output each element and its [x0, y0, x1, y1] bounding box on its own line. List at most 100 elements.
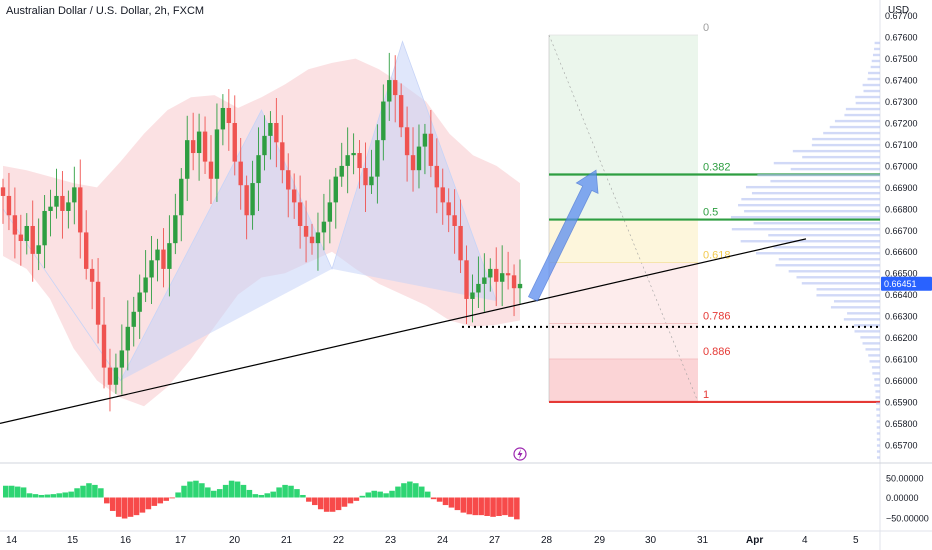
- volume-profile-bar: [753, 222, 880, 225]
- candle-body: [410, 155, 416, 171]
- oscillator-bar: [252, 494, 259, 498]
- candle-body: [416, 146, 422, 171]
- candle-body: [517, 283, 523, 289]
- candle-body: [464, 260, 469, 299]
- oscillator-bar: [347, 497, 354, 504]
- oscillator-bar: [317, 497, 324, 510]
- candle-body: [155, 249, 160, 261]
- volume-profile-bar: [770, 179, 880, 183]
- fib-zone-786: [549, 262, 698, 360]
- price-tick-label: 0.65900: [885, 397, 918, 407]
- price-tick-label: 0.66500: [885, 269, 918, 279]
- oscillator-bar: [26, 493, 33, 498]
- oscillator-bar: [157, 497, 164, 504]
- oscillator-bar: [383, 493, 389, 498]
- price-tick-label: 0.67600: [885, 33, 918, 43]
- fibonacci-retracement[interactable]: 0 0.382 0.5 0.618 0.786 0.886 1: [548, 22, 880, 404]
- candle-body: [214, 129, 220, 179]
- volume-profile-bar: [775, 264, 880, 267]
- pattern-triangle-xab: [120, 110, 332, 381]
- oscillator-bar: [264, 493, 271, 498]
- candle-body: [113, 367, 119, 385]
- oscillator-bar: [508, 497, 514, 517]
- oscillator-bar: [20, 487, 27, 498]
- oscillator-bar: [169, 497, 175, 499]
- projection-arrow[interactable]: [527, 169, 599, 302]
- candle-body: [24, 225, 29, 241]
- candle-body: [125, 326, 130, 351]
- time-axis[interactable]: 14 15 16 17 20 21 22 23 24 27 28 29 30 31 Apr 4 5: [6, 535, 859, 546]
- fib-level-label: 0.5: [703, 207, 718, 219]
- candle-body: [202, 131, 208, 162]
- time-tick-label: 23: [385, 535, 397, 546]
- price-axis[interactable]: 0.67700 0.67600 0.67500 0.67400 0.67300 0.672…: [881, 11, 932, 524]
- ascending-trendline[interactable]: [0, 238, 807, 424]
- volume-profile-bar: [768, 234, 880, 237]
- candle-body: [499, 273, 505, 282]
- volume-profile-bar: [855, 101, 880, 105]
- candle-body: [173, 215, 178, 244]
- oscillator-bar: [50, 494, 57, 498]
- candle-body: [6, 195, 12, 216]
- volume-profile-bar: [844, 113, 880, 117]
- oscillator-pane: [3, 480, 520, 520]
- volume-profile-bar: [778, 258, 880, 261]
- candle-body: [452, 215, 457, 226]
- pattern-outline: [2, 40, 497, 382]
- volume-profile-bar: [876, 402, 880, 405]
- volume-profile-bar: [875, 390, 880, 393]
- harmonic-pattern[interactable]: [2, 40, 497, 382]
- last-price-tag[interactable]: [881, 276, 932, 291]
- oscillator-bar: [44, 494, 51, 498]
- volume-profile-bar: [876, 426, 880, 429]
- oscillator-bar: [8, 485, 15, 498]
- volume-profile-bar: [792, 149, 880, 153]
- candle-body: [244, 185, 249, 216]
- candle-body: [42, 210, 47, 246]
- price-tick-label: 0.67100: [885, 140, 918, 150]
- volume-profile-bar: [801, 282, 880, 285]
- candle-body: [476, 283, 481, 293]
- pattern-triangle-bcd: [332, 41, 497, 302]
- time-tick-label: 14: [6, 535, 18, 546]
- oscillator-bar: [270, 491, 276, 498]
- candle-body: [357, 153, 362, 169]
- oscillator-bar: [371, 490, 377, 498]
- currency-label: USD: [888, 5, 909, 16]
- oscillator-bar: [306, 497, 312, 502]
- candle-body: [488, 268, 493, 278]
- volume-profile-bar: [816, 294, 880, 297]
- candle-body: [149, 260, 154, 278]
- oscillator-bar: [418, 486, 425, 498]
- time-tick-label: 16: [120, 535, 132, 546]
- volume-profile-bar: [876, 414, 880, 417]
- candle-body: [511, 275, 517, 289]
- candle-body: [66, 202, 71, 211]
- price-tick-label: 0.67000: [885, 161, 918, 171]
- candle-body: [345, 155, 350, 166]
- volume-profile-bar: [744, 209, 880, 213]
- oscillator-bar: [478, 497, 484, 516]
- volume-profile-bar: [874, 378, 880, 381]
- candle-body: [161, 249, 166, 269]
- oscillator-bar: [442, 497, 449, 506]
- oscillator-bar: [424, 491, 431, 498]
- candle-body: [143, 277, 148, 293]
- candle-body: [220, 107, 226, 130]
- fib-zone-upper: [549, 35, 698, 220]
- candle-body: [363, 168, 368, 186]
- oscillator-bar: [74, 488, 80, 498]
- volume-profile-bar: [867, 77, 880, 81]
- oscillator-bar: [490, 497, 496, 517]
- candle-body: [78, 187, 83, 233]
- candle-body: [185, 140, 190, 179]
- volume-profile-bar: [876, 450, 880, 453]
- candle-body: [393, 80, 398, 96]
- oscillator-bar: [448, 497, 455, 508]
- volume-profile-bar: [790, 167, 880, 171]
- volume-profile-bar: [811, 143, 880, 147]
- drawing-overlay[interactable]: [0, 169, 880, 461]
- oscillator-bar: [151, 497, 158, 506]
